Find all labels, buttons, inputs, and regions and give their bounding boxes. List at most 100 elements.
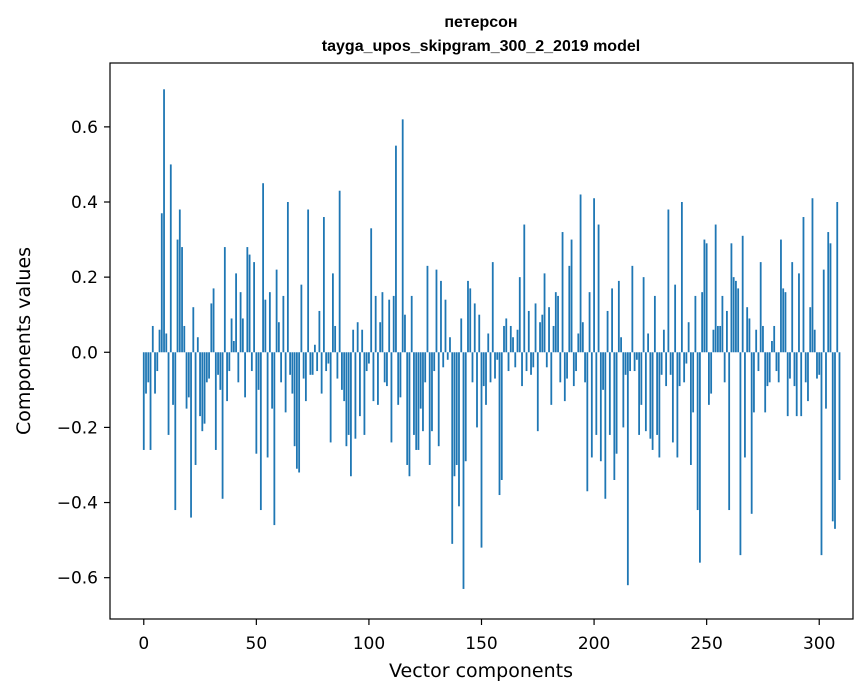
bar — [356, 322, 359, 353]
bar — [485, 352, 487, 405]
bar — [257, 352, 260, 390]
bar — [444, 299, 447, 353]
bar — [732, 277, 735, 353]
bar — [753, 352, 755, 413]
bar — [460, 318, 463, 353]
bar — [300, 284, 303, 353]
bar — [185, 352, 188, 409]
x-tick-label: 200 — [578, 634, 610, 654]
bar — [361, 329, 364, 353]
bar — [142, 352, 145, 450]
bar — [744, 352, 746, 458]
bar — [417, 352, 420, 450]
bar — [768, 352, 771, 383]
bar — [635, 352, 638, 360]
bar — [223, 247, 226, 353]
bar — [413, 352, 415, 435]
y-tick-label: −0.4 — [57, 494, 98, 514]
bar — [782, 288, 785, 353]
bar — [665, 352, 668, 387]
bar — [354, 352, 357, 439]
bar — [795, 352, 798, 417]
bar — [311, 352, 314, 375]
bar — [653, 295, 656, 353]
bar — [327, 352, 330, 364]
x-tick-label: 0 — [138, 634, 149, 654]
bar — [440, 280, 442, 353]
bar — [268, 292, 271, 353]
bar — [395, 145, 397, 353]
chart-title-line1: петерсон — [444, 14, 517, 31]
bar — [791, 262, 794, 353]
bar — [406, 352, 409, 465]
bar — [174, 352, 177, 511]
bar — [586, 352, 589, 492]
bar — [316, 352, 319, 372]
bar — [145, 352, 147, 394]
bar — [777, 352, 780, 383]
bar — [210, 303, 213, 353]
bar — [248, 254, 251, 353]
bar — [620, 337, 622, 353]
bar — [289, 352, 292, 375]
bar — [230, 318, 233, 353]
bar — [262, 183, 264, 353]
bar — [199, 352, 201, 417]
bar — [332, 273, 334, 353]
bar — [154, 352, 156, 394]
bar — [368, 352, 370, 364]
bar — [500, 352, 503, 480]
bar — [561, 232, 564, 353]
bar — [604, 352, 607, 499]
bar — [570, 239, 573, 353]
bar — [771, 341, 773, 353]
bar — [692, 352, 695, 413]
bar — [762, 325, 764, 353]
bar — [671, 352, 674, 443]
bar — [550, 352, 553, 405]
bar — [239, 292, 242, 353]
bar — [433, 352, 436, 372]
bar — [568, 265, 571, 353]
bar — [705, 243, 708, 353]
bar — [780, 239, 782, 353]
bar — [408, 352, 411, 477]
bar — [336, 352, 339, 379]
bar — [644, 352, 647, 432]
bar — [626, 352, 629, 586]
bar — [350, 352, 352, 477]
bar — [811, 198, 814, 353]
bar — [208, 352, 210, 379]
bar — [422, 352, 424, 432]
bar — [676, 352, 679, 458]
bar — [496, 352, 499, 360]
bar — [352, 329, 355, 353]
bar — [329, 352, 332, 443]
bar — [467, 280, 469, 353]
bar — [372, 352, 375, 402]
bar — [708, 352, 710, 405]
x-axis-label: Vector components — [389, 660, 573, 682]
bar — [532, 352, 535, 368]
bar — [836, 202, 839, 353]
bar — [397, 352, 400, 405]
bar — [523, 224, 526, 353]
bar — [147, 352, 150, 383]
bar — [293, 352, 296, 447]
bar — [201, 352, 204, 432]
bar — [678, 352, 681, 387]
bar — [322, 217, 325, 353]
bar — [701, 292, 704, 353]
y-tick-label: 0.2 — [71, 268, 98, 288]
bar — [509, 325, 512, 353]
bar — [633, 352, 636, 372]
y-axis-ticks: −0.6 −0.4 −0.2 0.0 0.2 0.4 0.6 — [57, 118, 110, 589]
bar — [374, 295, 377, 353]
bar — [471, 352, 474, 383]
bar — [160, 213, 163, 353]
bar — [694, 295, 697, 353]
bar — [572, 352, 575, 387]
bar — [178, 209, 181, 353]
